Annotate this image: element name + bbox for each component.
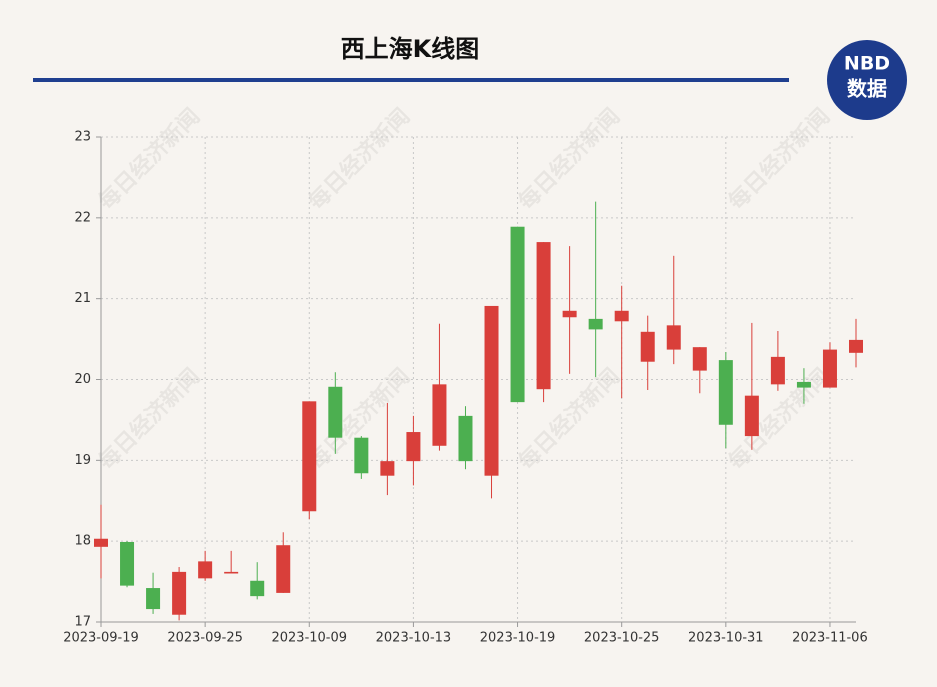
candle-body bbox=[510, 226, 525, 403]
candle-body bbox=[146, 588, 161, 610]
y-tick-label: 20 bbox=[74, 372, 91, 387]
candle-body bbox=[536, 242, 551, 390]
candle-body bbox=[302, 401, 317, 512]
logo-text: NBD bbox=[844, 53, 890, 75]
title-underline bbox=[33, 78, 789, 82]
candle-body bbox=[640, 331, 655, 362]
candle-body bbox=[744, 395, 759, 437]
y-tick-label: 22 bbox=[74, 210, 91, 225]
candle-body bbox=[796, 381, 811, 388]
y-tick-label: 17 bbox=[74, 615, 91, 630]
x-tick-label: 2023-09-19 bbox=[63, 631, 139, 646]
candle-body bbox=[458, 415, 473, 462]
candle-body bbox=[822, 349, 837, 388]
watermark: 每日经济新闻 bbox=[723, 103, 835, 215]
candle-body bbox=[432, 384, 447, 446]
x-tick-label: 2023-10-25 bbox=[584, 631, 660, 646]
candle-body bbox=[692, 347, 707, 371]
candle-body bbox=[198, 561, 213, 579]
candle-body bbox=[614, 310, 629, 322]
candle-body bbox=[250, 580, 265, 597]
watermark: 每日经济新闻 bbox=[93, 103, 205, 215]
candle-body bbox=[718, 360, 733, 425]
y-tick-label: 23 bbox=[74, 130, 91, 145]
candle-body bbox=[849, 339, 863, 353]
candle-body bbox=[380, 461, 395, 476]
y-tick-label: 21 bbox=[74, 291, 91, 306]
chart-title: 西上海K线图 bbox=[341, 35, 480, 63]
candle-body bbox=[406, 432, 421, 462]
y-tick-label: 19 bbox=[74, 453, 91, 468]
candle-body bbox=[328, 386, 343, 438]
candle-body bbox=[276, 545, 291, 593]
x-tick-label: 2023-10-31 bbox=[688, 631, 764, 646]
candle-body bbox=[172, 571, 187, 615]
candle-body bbox=[562, 310, 577, 318]
candle-body bbox=[120, 541, 135, 586]
watermark: 每日经济新闻 bbox=[93, 363, 205, 475]
candle-body bbox=[666, 325, 681, 350]
candle-body bbox=[484, 305, 499, 476]
candle-body bbox=[94, 538, 108, 547]
x-tick-label: 2023-11-06 bbox=[792, 631, 868, 646]
logo bbox=[827, 40, 907, 120]
candle-body bbox=[354, 437, 369, 474]
x-tick-label: 2023-10-19 bbox=[480, 631, 556, 646]
watermark: 每日经济新闻 bbox=[513, 363, 625, 475]
candle-body bbox=[770, 356, 785, 385]
candle-body bbox=[224, 571, 239, 574]
watermark: 每日经济新闻 bbox=[513, 103, 625, 215]
y-tick-label: 18 bbox=[74, 534, 91, 549]
x-tick-label: 2023-10-09 bbox=[271, 631, 347, 646]
x-tick-label: 2023-09-25 bbox=[167, 631, 243, 646]
logo-text: 数据 bbox=[847, 77, 887, 101]
candle-body bbox=[588, 318, 603, 330]
watermark: 每日经济新闻 bbox=[303, 103, 415, 215]
x-tick-label: 2023-10-13 bbox=[376, 631, 452, 646]
